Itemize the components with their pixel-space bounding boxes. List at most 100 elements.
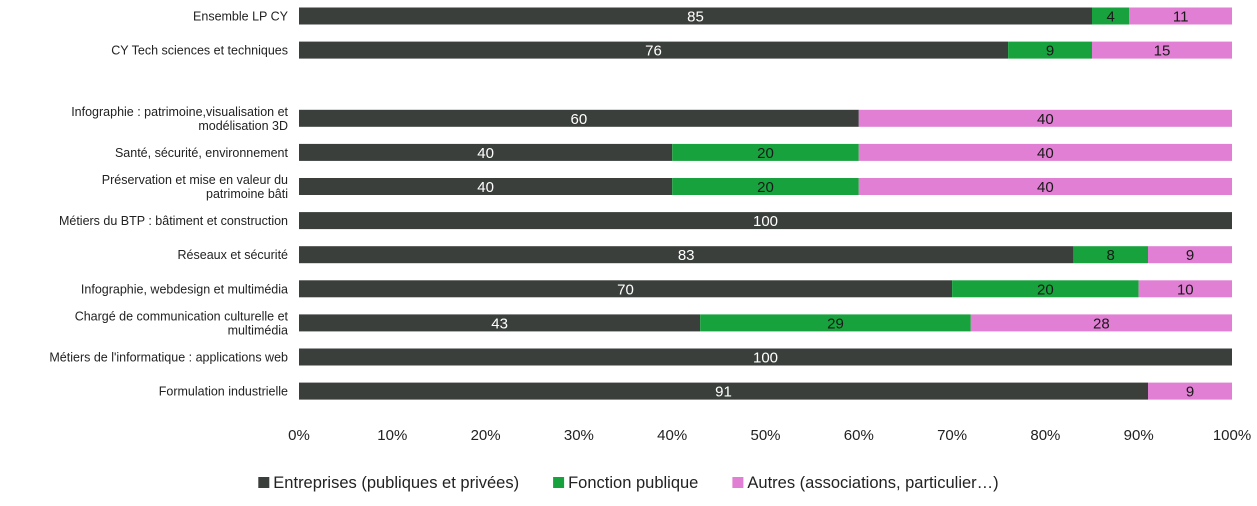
category-label: Formulation industrielle <box>159 385 288 399</box>
legend: Entreprises (publiques et privées) Foncti… <box>258 474 999 492</box>
legend-swatch <box>553 477 565 488</box>
x-tick-label: 70% <box>937 427 967 444</box>
data-label: 40 <box>477 145 494 162</box>
x-tick-label: 80% <box>1030 427 1060 444</box>
bar-segment <box>299 246 1074 264</box>
data-label: 11 <box>1173 9 1189 26</box>
x-tick-label: 20% <box>471 427 501 444</box>
bar-segment <box>1073 246 1148 264</box>
category-label: Santé, sécurité, environnement <box>115 146 289 160</box>
category-label-line: patrimoine bâti <box>206 187 288 201</box>
data-label: 40 <box>1037 111 1054 128</box>
category-label-line: Santé, sécurité, environnement <box>115 146 289 160</box>
x-tick-label: 50% <box>750 427 780 444</box>
data-label: 40 <box>477 179 494 196</box>
data-label: 100 <box>753 350 778 367</box>
bar-segment <box>1148 382 1232 400</box>
category-label-line: Métiers du BTP : bâtiment et constructio… <box>59 214 288 228</box>
bar-segment <box>299 143 673 161</box>
bar-segment <box>299 314 701 332</box>
bar-segment <box>1092 41 1232 59</box>
category-label: Infographie, webdesign et multimédia <box>81 282 288 296</box>
category-label: Chargé de communication culturelle et mul… <box>75 309 289 337</box>
bar-segment <box>1129 7 1232 25</box>
data-label: 76 <box>645 43 662 60</box>
x-tick-label: 100% <box>1213 427 1251 444</box>
category-label-line: Infographie : patrimoine,visualisation e… <box>71 105 288 119</box>
data-label: 70 <box>617 281 634 298</box>
category-label-line: Métiers de l'informatique : applications… <box>49 351 288 365</box>
legend-label: Fonction publique <box>568 474 698 492</box>
category-label: Préservation et mise en valeur du patrimo… <box>102 173 288 201</box>
category-label: CY Tech sciences et techniques <box>111 44 288 58</box>
bar-segment <box>1092 7 1130 25</box>
category-label-line: CY Tech sciences et techniques <box>111 44 288 58</box>
category-label-line: Formulation industrielle <box>159 385 288 399</box>
legend-swatch <box>258 477 270 488</box>
bar-segment <box>299 178 673 195</box>
category-label: Infographie : patrimoine,visualisation e… <box>71 105 288 133</box>
bar-segment <box>672 178 859 195</box>
bar-segment <box>858 109 1232 127</box>
data-label: 10 <box>1177 281 1194 298</box>
bar-segment <box>1148 246 1232 264</box>
data-label: 8 <box>1107 247 1115 264</box>
category-label-line: Ensemble LP CY <box>193 10 289 24</box>
data-label: 83 <box>678 247 695 264</box>
bar-segment <box>299 41 1009 59</box>
data-label: 100 <box>753 213 778 230</box>
bar-segment <box>858 143 1232 161</box>
category-label-line: Chargé de communication culturelle et <box>75 309 289 323</box>
bar-segment <box>299 382 1148 400</box>
data-label: 4 <box>1107 9 1115 26</box>
category-label-line: modélisation 3D <box>198 119 288 133</box>
category-label: Réseaux et sécurité <box>178 248 289 262</box>
data-label: 85 <box>687 9 704 26</box>
category-label: Métiers du BTP : bâtiment et constructio… <box>59 214 288 228</box>
category-label: Métiers de l'informatique : applications… <box>49 351 288 365</box>
bar-segment <box>299 280 953 298</box>
category-label-line: multimédia <box>228 323 288 337</box>
data-label: 9 <box>1046 43 1054 60</box>
x-tick-label: 90% <box>1124 427 1154 444</box>
data-label: 20 <box>1037 281 1054 298</box>
category-label-line: Préservation et mise en valeur du <box>102 173 288 187</box>
bar-segment <box>1138 280 1232 298</box>
bar-segment <box>700 314 971 332</box>
bar-segment <box>299 348 1232 366</box>
legend-label: Entreprises (publiques et privées) <box>273 474 519 492</box>
bars: 85 4 11 76 9 15 60 40 40 20 40 40 20 40 100 83 8 9 70 20 10 4… <box>299 7 1232 401</box>
data-label: 28 <box>1093 315 1110 332</box>
legend-swatch <box>732 477 744 488</box>
data-label: 43 <box>491 315 508 332</box>
data-label: 40 <box>1037 145 1054 162</box>
x-tick-label: 60% <box>844 427 874 444</box>
category-label: Ensemble LP CY <box>193 10 289 24</box>
bar-segment <box>1008 41 1093 59</box>
data-label: 9 <box>1186 247 1194 264</box>
bar-segment <box>858 178 1232 195</box>
data-label: 9 <box>1186 384 1194 401</box>
legend-label: Autres (associations, particulier…) <box>747 474 998 492</box>
data-label: 29 <box>827 315 844 332</box>
x-tick-label: 40% <box>657 427 687 444</box>
bar-segment <box>952 280 1139 298</box>
category-label-line: Infographie, webdesign et multimédia <box>81 282 288 296</box>
bar-segment <box>299 109 859 127</box>
x-tick-label: 10% <box>377 427 407 444</box>
data-label: 91 <box>715 384 732 401</box>
x-tick-label: 30% <box>564 427 594 444</box>
x-tick-label: 0% <box>288 427 310 444</box>
data-label: 20 <box>757 145 774 162</box>
data-label: 40 <box>1037 179 1054 196</box>
category-labels: Ensemble LP CY CY Tech sciences et techni… <box>49 10 288 399</box>
data-label: 15 <box>1154 43 1171 60</box>
bar-segment <box>672 143 859 161</box>
data-label: 20 <box>757 179 774 196</box>
bar-segment <box>299 7 1092 25</box>
data-label: 60 <box>571 111 588 128</box>
x-axis: 0% 10% 20% 30% 40% 50% 60% 70% 80% 90% 100% <box>288 427 1251 444</box>
bar-segment <box>299 212 1232 230</box>
